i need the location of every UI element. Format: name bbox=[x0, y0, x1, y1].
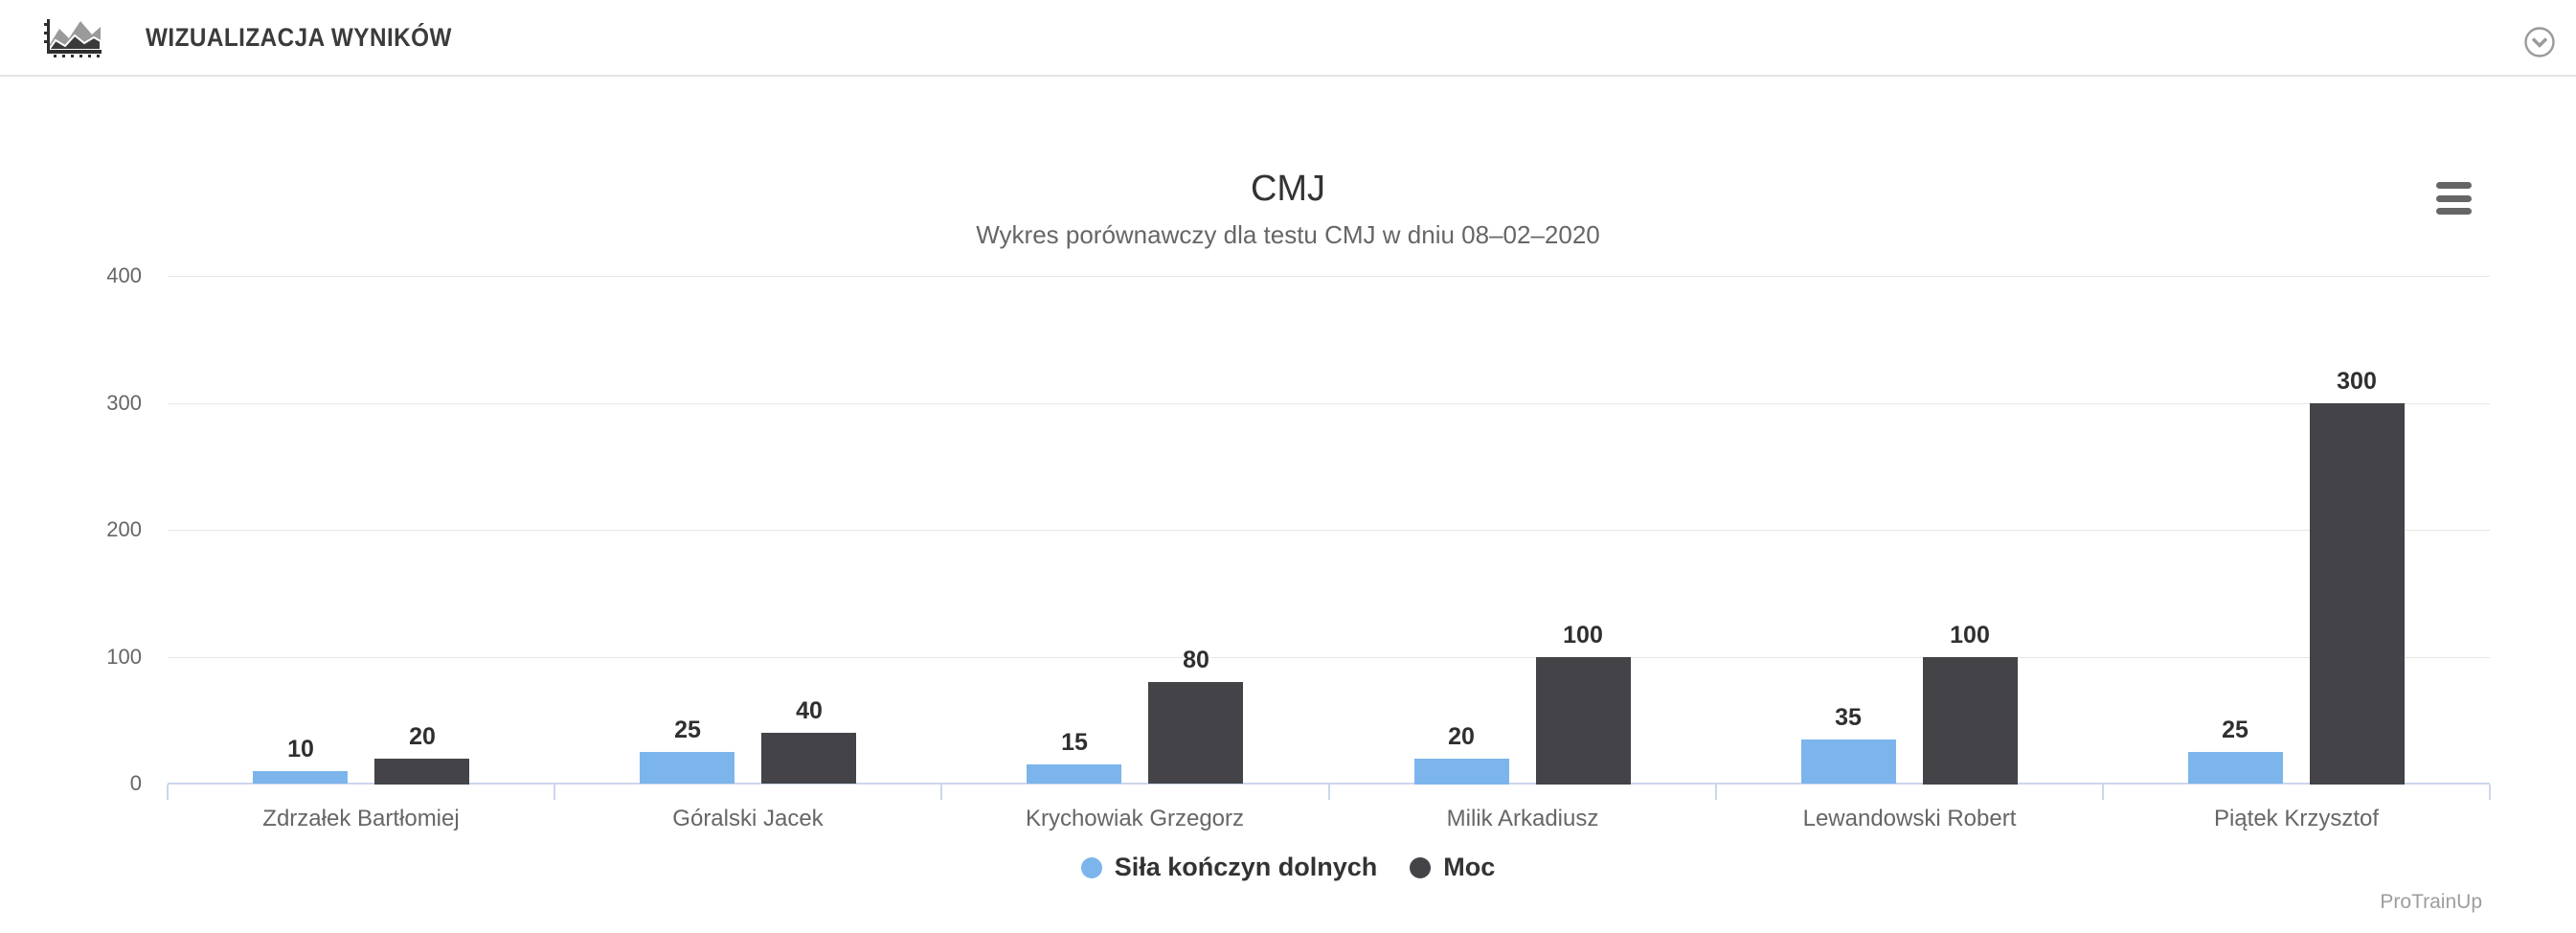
bar-value-label: 100 bbox=[1563, 622, 1603, 649]
bar-sila-1[interactable] bbox=[640, 752, 734, 784]
x-axis-category-label: Milik Arkadiusz bbox=[1446, 806, 1599, 831]
chart-export-menu-button[interactable] bbox=[2436, 182, 2474, 215]
gridline bbox=[168, 276, 2490, 277]
bar-moc-0[interactable] bbox=[374, 759, 469, 785]
hamburger-menu-icon bbox=[2436, 182, 2472, 189]
x-axis-tick bbox=[167, 785, 169, 800]
bar-sila-5[interactable] bbox=[2188, 752, 2283, 784]
x-axis-tick bbox=[554, 785, 555, 800]
x-axis-category-label: Krychowiak Grzegorz bbox=[1025, 806, 1245, 831]
bar-moc-3[interactable] bbox=[1536, 657, 1631, 785]
area-chart-icon bbox=[44, 19, 102, 57]
legend-item-moc[interactable]: Moc bbox=[1410, 853, 1495, 882]
legend-label: Moc bbox=[1443, 853, 1496, 881]
bar-value-label: 25 bbox=[2222, 717, 2248, 743]
bar-moc-5[interactable] bbox=[2310, 403, 2405, 785]
chevron-down-circle-icon bbox=[2524, 27, 2555, 57]
bar-moc-2[interactable] bbox=[1148, 682, 1243, 784]
bar-value-label: 10 bbox=[287, 736, 314, 762]
gridline bbox=[168, 657, 2490, 658]
y-axis-label: 300 bbox=[106, 391, 142, 415]
x-axis-category-label: Lewandowski Robert bbox=[1802, 806, 2017, 831]
bar-sila-0[interactable] bbox=[253, 771, 348, 784]
legend-marker-icon bbox=[1410, 856, 1432, 878]
hamburger-menu-icon bbox=[2436, 194, 2472, 202]
panel-title: WIZUALIZACJA WYNIKÓW bbox=[146, 22, 452, 52]
legend-marker-icon bbox=[1080, 856, 1102, 878]
x-axis-tick bbox=[940, 785, 942, 800]
x-axis-category-label: Góralski Jacek bbox=[672, 806, 824, 831]
chart-title: CMJ bbox=[1250, 169, 1326, 209]
y-axis-label: 400 bbox=[106, 263, 142, 287]
credits-label: ProTrainUp bbox=[2380, 891, 2482, 913]
bar-value-label: 20 bbox=[1448, 723, 1475, 750]
x-axis-tick bbox=[1715, 785, 1717, 800]
bar-moc-1[interactable] bbox=[761, 733, 856, 784]
chart-legend: Siła kończyn dolnych Moc bbox=[0, 853, 2576, 882]
y-axis-label: 200 bbox=[106, 517, 142, 541]
x-axis-line bbox=[168, 783, 2490, 785]
chart-subtitle: Wykres porównawczy dla testu CMJ w dniu … bbox=[976, 220, 1600, 249]
bar-value-label: 40 bbox=[796, 697, 823, 724]
x-axis-category-label: Zdrzałek Bartłomiej bbox=[262, 806, 460, 831]
gridline bbox=[168, 403, 2490, 404]
bar-sila-3[interactable] bbox=[1414, 759, 1509, 785]
x-axis-tick bbox=[2102, 785, 2104, 800]
bar-value-label: 100 bbox=[1950, 622, 1990, 649]
collapse-panel-button[interactable] bbox=[2522, 25, 2557, 59]
x-axis-tick bbox=[2489, 785, 2491, 800]
y-axis-label: 100 bbox=[106, 645, 142, 669]
bar-value-label: 80 bbox=[1183, 647, 1209, 673]
legend-label: Siła kończyn dolnych bbox=[1114, 853, 1378, 881]
x-axis-tick bbox=[1328, 785, 1330, 800]
legend-item-sila-konczyn-dolnych[interactable]: Siła kończyn dolnych bbox=[1080, 853, 1378, 882]
bar-value-label: 300 bbox=[2337, 368, 2377, 395]
bar-value-label: 25 bbox=[674, 717, 701, 743]
bar-value-label: 20 bbox=[409, 723, 436, 750]
gridline bbox=[168, 530, 2490, 531]
y-axis-label: 0 bbox=[129, 771, 142, 795]
panel-header: WIZUALIZACJA WYNIKÓW bbox=[0, 0, 2576, 77]
bar-sila-2[interactable] bbox=[1027, 764, 1121, 784]
bar-sila-4[interactable] bbox=[1801, 740, 1896, 784]
bar-value-label: 15 bbox=[1061, 729, 1088, 756]
x-axis-category-label: Piątek Krzysztof bbox=[2213, 806, 2380, 831]
bar-value-label: 35 bbox=[1835, 704, 1862, 731]
bar-moc-4[interactable] bbox=[1923, 657, 2018, 785]
hamburger-menu-icon bbox=[2436, 208, 2472, 215]
